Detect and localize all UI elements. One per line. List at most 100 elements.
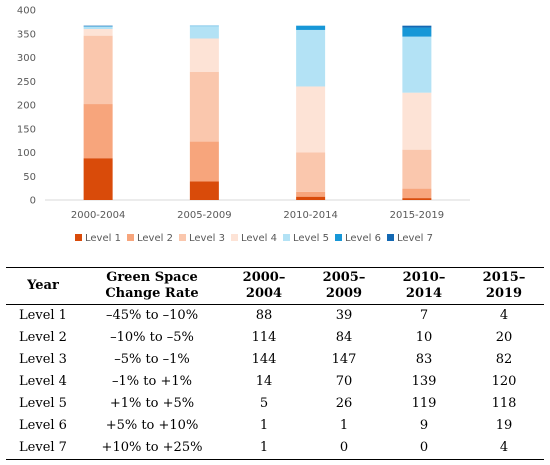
table-cell: 26 xyxy=(335,396,353,411)
table-body: Level 1 –45% to –10% 88 39 7 4 Level 2 –10% to … xyxy=(6,305,544,460)
table-cell: 0 xyxy=(339,440,349,455)
bar-segment xyxy=(83,104,113,159)
header-year: Year xyxy=(27,278,59,293)
table-cell: 84 xyxy=(335,330,353,345)
table-cell: +5% to +10% xyxy=(105,418,199,433)
legend-swatch xyxy=(283,234,290,241)
bars xyxy=(83,25,432,200)
table-cell: 1 xyxy=(259,440,269,455)
bar-segment xyxy=(296,191,326,197)
table-cell: 10 xyxy=(415,330,433,345)
bar-segment xyxy=(402,92,432,150)
table-cell: 147 xyxy=(331,352,357,367)
table-cell: 83 xyxy=(415,352,433,367)
table-cell: Level 7 xyxy=(19,440,67,455)
legend-label: Level 7 xyxy=(397,233,433,244)
table-row: Level 6 +5% to +10% 1 1 9 19 xyxy=(6,415,544,437)
table-cell: 1 xyxy=(259,418,269,433)
bar-segment xyxy=(402,25,432,28)
table-cell: 19 xyxy=(495,418,513,433)
legend-swatch xyxy=(335,234,342,241)
bar-segment xyxy=(83,29,113,36)
bar-segment xyxy=(83,158,113,200)
table-cell: 4 xyxy=(499,440,509,455)
y-tick-label: 50 xyxy=(23,172,36,183)
bar-segment xyxy=(189,141,219,182)
y-tick-label: 350 xyxy=(17,29,36,40)
table-cell: 88 xyxy=(255,308,273,323)
table-row: Level 2 –10% to –5% 114 84 10 20 xyxy=(6,327,544,349)
table-cell: 4 xyxy=(499,308,509,323)
legend-label: Level 3 xyxy=(189,233,225,244)
table-cell: Level 6 xyxy=(19,418,67,433)
legend-swatch xyxy=(75,234,82,241)
bar-segment xyxy=(402,36,432,93)
x-axis: 2000-2004 2005-2009 2010-2014 2015-2019 xyxy=(71,210,444,221)
table-cell: Level 5 xyxy=(19,396,67,411)
table-cell: –10% to –5% xyxy=(110,330,194,345)
bar-segment xyxy=(296,29,326,87)
legend-label: Level 6 xyxy=(345,233,381,244)
table-row: Level 1 –45% to –10% 88 39 7 4 xyxy=(6,305,544,328)
bar-segment xyxy=(83,35,113,105)
table-row: Level 5 +1% to +5% 5 26 119 118 xyxy=(6,393,544,415)
bar-segment xyxy=(189,181,219,200)
header-change-rate: Green Space Change Rate xyxy=(105,270,199,301)
header-2005-2009: 2005–2009 xyxy=(322,270,366,301)
table-cell: 7 xyxy=(419,308,429,323)
table-cell: 0 xyxy=(419,440,429,455)
table-cell: 119 xyxy=(411,396,437,411)
legend-label: Level 5 xyxy=(293,233,329,244)
table-cell: +10% to +25% xyxy=(101,440,203,455)
table-cell: 5 xyxy=(259,396,269,411)
table-cell: –45% to –10% xyxy=(105,308,199,323)
bar-segment xyxy=(189,26,219,39)
x-tick-label: 2010-2014 xyxy=(283,210,338,221)
y-tick-label: 250 xyxy=(17,77,36,88)
data-table-container: Year Green Space Change Rate 2000–2004 2… xyxy=(6,267,544,460)
bar-segment xyxy=(402,188,432,199)
table-cell: 1 xyxy=(339,418,349,433)
table-cell: 139 xyxy=(411,374,437,389)
table-cell: Level 3 xyxy=(19,352,67,367)
legend-swatch xyxy=(127,234,134,241)
table-row: Level 4 –1% to +1% 14 70 139 120 xyxy=(6,371,544,393)
legend-label: Level 1 xyxy=(85,233,121,244)
legend: Level 1 Level 2 Level 3 Level 4 Level 5 Level… xyxy=(75,233,433,244)
table-cell: 114 xyxy=(251,330,277,345)
bar-segment xyxy=(296,152,326,192)
bar-segment xyxy=(189,71,219,142)
bar-segment xyxy=(189,38,219,72)
x-tick-label: 2015-2019 xyxy=(390,210,445,221)
y-tick-label: 300 xyxy=(17,53,36,64)
bar-segment xyxy=(83,26,113,29)
table-cell: 70 xyxy=(335,374,353,389)
table-cell: 118 xyxy=(491,396,517,411)
y-tick-label: 100 xyxy=(17,148,36,159)
table-cell: +1% to +5% xyxy=(109,396,195,411)
legend-swatch xyxy=(179,234,186,241)
table-cell: 14 xyxy=(255,374,273,389)
y-tick-label: 150 xyxy=(17,124,36,135)
y-tick-label: 400 xyxy=(17,6,36,17)
table-cell: Level 1 xyxy=(19,308,67,323)
bar-segment xyxy=(296,86,326,153)
table-row: Level 7 +10% to +25% 1 0 0 4 xyxy=(6,437,544,460)
legend-swatch xyxy=(387,234,394,241)
table-cell: –1% to +1% xyxy=(112,374,192,389)
bar-segment xyxy=(402,149,432,189)
table-cell: –5% to –1% xyxy=(114,352,190,367)
y-tick-label: 200 xyxy=(17,101,36,112)
table-cell: 82 xyxy=(495,352,513,367)
legend-label: Level 2 xyxy=(137,233,173,244)
x-tick-label: 2000-2004 xyxy=(71,210,126,221)
table-cell: 144 xyxy=(251,352,277,367)
table-cell: 20 xyxy=(495,330,513,345)
bar-segment xyxy=(402,27,432,37)
header-2000-2004: 2000–2004 xyxy=(242,270,286,301)
data-table: Year Green Space Change Rate 2000–2004 2… xyxy=(6,267,544,460)
legend-label: Level 4 xyxy=(241,233,277,244)
bar-segment xyxy=(296,25,326,30)
y-tick-label: 0 xyxy=(30,196,36,207)
legend-swatch xyxy=(231,234,238,241)
